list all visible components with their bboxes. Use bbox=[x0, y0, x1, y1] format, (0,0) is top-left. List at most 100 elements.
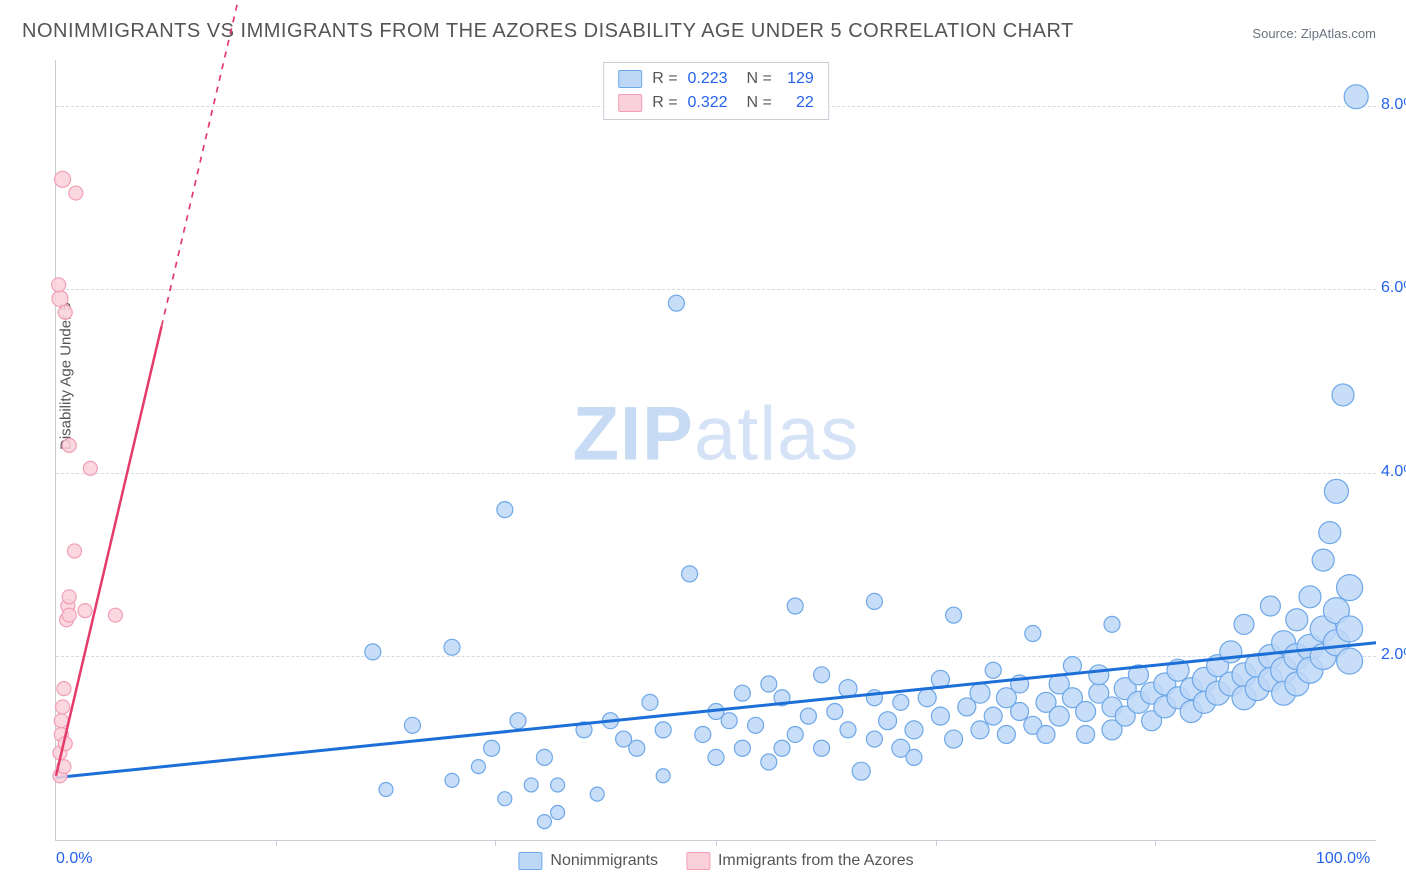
data-point bbox=[379, 783, 393, 797]
data-point bbox=[906, 749, 922, 765]
legend-label: Nonimmigrants bbox=[550, 852, 658, 870]
data-point bbox=[971, 721, 989, 739]
y-tick-label: 2.0% bbox=[1381, 646, 1406, 664]
data-point bbox=[536, 749, 552, 765]
data-point bbox=[814, 740, 830, 756]
data-point bbox=[524, 778, 538, 792]
data-point bbox=[827, 704, 843, 720]
data-point bbox=[1312, 549, 1334, 571]
data-point bbox=[708, 749, 724, 765]
data-point bbox=[1234, 614, 1254, 634]
data-point bbox=[1025, 626, 1041, 642]
data-point bbox=[498, 792, 512, 806]
data-point bbox=[69, 186, 83, 200]
data-point bbox=[905, 721, 923, 739]
data-point bbox=[682, 566, 698, 582]
source-attribution: Source: ZipAtlas.com bbox=[1252, 26, 1376, 41]
data-point bbox=[879, 712, 897, 730]
data-point bbox=[1037, 725, 1055, 743]
data-point bbox=[814, 667, 830, 683]
data-point bbox=[1104, 616, 1120, 632]
legend-n-value: 129 bbox=[782, 67, 814, 91]
trend-line-dashed bbox=[162, 0, 268, 326]
x-minor-tick bbox=[1155, 840, 1156, 846]
data-point bbox=[52, 291, 68, 307]
data-point bbox=[734, 685, 750, 701]
data-point bbox=[1076, 702, 1096, 722]
data-point bbox=[590, 787, 604, 801]
x-tick-label: 0.0% bbox=[56, 850, 92, 868]
data-point bbox=[1344, 85, 1368, 109]
plot-area: Disability Age Under 5 ZIPatlas 2.0%4.0%… bbox=[55, 60, 1376, 841]
x-minor-tick bbox=[716, 840, 717, 846]
data-point bbox=[1324, 479, 1348, 503]
data-point bbox=[57, 682, 71, 696]
legend-swatch bbox=[618, 70, 642, 88]
data-point bbox=[866, 731, 882, 747]
legend-r-label: R = bbox=[652, 91, 677, 115]
data-point bbox=[629, 740, 645, 756]
data-point bbox=[471, 760, 485, 774]
legend-r-value: 0.322 bbox=[688, 91, 728, 115]
legend-swatch bbox=[686, 852, 710, 870]
legend-n-value: 22 bbox=[782, 91, 814, 115]
chart-svg bbox=[56, 60, 1376, 840]
data-point bbox=[800, 708, 816, 724]
data-point bbox=[83, 461, 97, 475]
data-point bbox=[365, 644, 381, 660]
x-minor-tick bbox=[276, 840, 277, 846]
series-legend: Nonimmigrants Immigrants from the Azores bbox=[518, 852, 913, 870]
source-link[interactable]: ZipAtlas.com bbox=[1301, 26, 1376, 41]
series-legend-item: Immigrants from the Azores bbox=[686, 852, 914, 870]
legend-label: Immigrants from the Azores bbox=[718, 852, 914, 870]
data-point bbox=[945, 730, 963, 748]
data-point bbox=[1337, 575, 1363, 601]
data-point bbox=[946, 607, 962, 623]
y-tick-label: 6.0% bbox=[1381, 279, 1406, 297]
data-point bbox=[656, 769, 670, 783]
legend-n-label: N = bbox=[738, 67, 772, 91]
data-point bbox=[668, 295, 684, 311]
data-point bbox=[1332, 384, 1354, 406]
data-point bbox=[970, 683, 990, 703]
data-point bbox=[445, 773, 459, 787]
data-point bbox=[734, 740, 750, 756]
legend-n-label: N = bbox=[738, 91, 772, 115]
data-point bbox=[484, 740, 500, 756]
legend-swatch bbox=[618, 94, 642, 112]
legend-r-label: R = bbox=[652, 67, 677, 91]
data-point bbox=[985, 662, 1001, 678]
data-point bbox=[1089, 665, 1109, 685]
data-point bbox=[58, 305, 72, 319]
data-point bbox=[695, 726, 711, 742]
data-point bbox=[67, 544, 81, 558]
source-label: Source: bbox=[1252, 26, 1297, 41]
x-minor-tick bbox=[936, 840, 937, 846]
data-point bbox=[1319, 522, 1341, 544]
data-point bbox=[997, 725, 1015, 743]
x-minor-tick bbox=[495, 840, 496, 846]
data-point bbox=[54, 714, 68, 728]
data-point bbox=[62, 438, 76, 452]
data-point bbox=[721, 713, 737, 729]
data-point bbox=[787, 598, 803, 614]
data-point bbox=[108, 608, 122, 622]
data-point bbox=[56, 700, 70, 714]
data-point bbox=[642, 694, 658, 710]
chart-title: NONIMMIGRANTS VS IMMIGRANTS FROM THE AZO… bbox=[22, 20, 1074, 43]
data-point bbox=[551, 805, 565, 819]
data-point bbox=[55, 171, 71, 187]
y-tick-label: 8.0% bbox=[1381, 96, 1406, 114]
x-tick-label: 100.0% bbox=[1316, 850, 1370, 868]
data-point bbox=[984, 707, 1002, 725]
data-point bbox=[62, 590, 76, 604]
data-point bbox=[62, 608, 76, 622]
data-point bbox=[787, 726, 803, 742]
data-point bbox=[852, 762, 870, 780]
stats-legend-row: R = 0.322 N = 22 bbox=[618, 91, 814, 115]
data-point bbox=[52, 278, 66, 292]
legend-r-value: 0.223 bbox=[688, 67, 728, 91]
data-point bbox=[1260, 596, 1280, 616]
data-point bbox=[510, 713, 526, 729]
data-point bbox=[497, 502, 513, 518]
